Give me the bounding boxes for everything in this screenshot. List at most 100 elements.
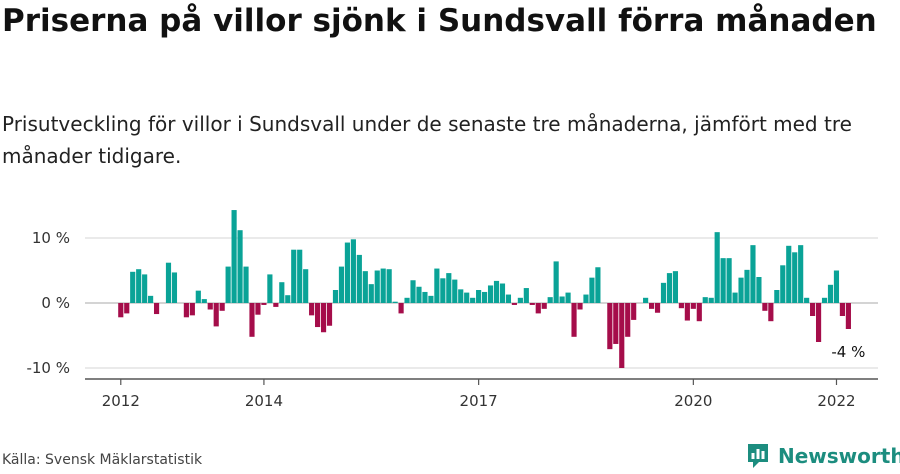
bar xyxy=(559,296,565,303)
bar xyxy=(589,277,595,303)
bar xyxy=(529,303,535,305)
bar xyxy=(476,290,482,303)
bar xyxy=(142,274,148,303)
bar xyxy=(374,270,380,303)
bar xyxy=(136,269,142,303)
bars xyxy=(118,210,851,368)
bar xyxy=(821,297,828,303)
bar xyxy=(792,252,798,303)
bar xyxy=(810,303,816,316)
bar xyxy=(165,262,172,303)
bar xyxy=(607,303,613,350)
bar xyxy=(153,303,160,315)
bar xyxy=(464,292,470,303)
bar xyxy=(565,292,571,303)
bar xyxy=(780,265,786,303)
bar xyxy=(666,273,673,303)
x-axis: 2012 2014 2017 2020 2022 xyxy=(85,378,878,410)
bar xyxy=(535,303,541,314)
x-tick-label: 2012 xyxy=(102,392,140,410)
bar xyxy=(189,303,195,316)
bar xyxy=(255,303,261,315)
bar xyxy=(171,272,178,303)
bar xyxy=(267,274,273,303)
bar xyxy=(625,303,631,337)
bar xyxy=(756,277,762,303)
bar xyxy=(219,303,225,311)
bar xyxy=(696,303,702,322)
bar xyxy=(720,258,726,303)
bar xyxy=(201,299,207,303)
x-tick-label: 2014 xyxy=(245,392,283,410)
bar xyxy=(660,282,667,303)
bar xyxy=(654,303,661,313)
x-tick-label: 2020 xyxy=(674,392,712,410)
bar xyxy=(505,294,512,303)
annotations: -4 % xyxy=(831,343,865,361)
bar xyxy=(487,285,494,303)
bar xyxy=(416,286,422,303)
bar xyxy=(261,303,267,305)
last-value-label: -4 % xyxy=(831,343,865,361)
bar xyxy=(249,303,255,337)
bar xyxy=(619,303,625,368)
bar xyxy=(798,245,804,303)
bar xyxy=(571,303,577,337)
bar xyxy=(380,268,386,303)
bar xyxy=(744,269,750,303)
bar xyxy=(326,303,333,326)
bar xyxy=(732,292,738,303)
bar xyxy=(332,290,339,303)
y-tick-label: -10 % xyxy=(26,359,70,377)
bar xyxy=(446,273,452,303)
bar xyxy=(148,295,154,303)
bar xyxy=(649,303,655,309)
bar xyxy=(303,269,309,303)
brand-logo[interactable]: Newsworthy xyxy=(746,440,900,472)
bar xyxy=(482,291,488,303)
bar xyxy=(768,303,774,322)
bar xyxy=(631,303,637,320)
bar xyxy=(553,261,559,303)
brand-name: Newsworthy xyxy=(778,444,900,468)
x-tick-label: 2022 xyxy=(817,392,855,410)
bar xyxy=(750,245,756,303)
bar xyxy=(422,291,428,303)
bar xyxy=(118,303,124,318)
y-axis-labels: 10 % 0 % -10 % xyxy=(26,229,70,377)
bar xyxy=(678,303,684,309)
bar xyxy=(297,249,303,303)
bar xyxy=(577,303,583,310)
bar xyxy=(541,303,547,309)
bar xyxy=(243,266,249,303)
bar xyxy=(786,245,792,303)
bar xyxy=(595,267,601,303)
bar xyxy=(523,288,529,303)
bar xyxy=(452,279,458,303)
bar xyxy=(207,303,213,310)
bar xyxy=(309,303,315,316)
bar xyxy=(804,297,810,303)
bar xyxy=(231,210,237,303)
bar xyxy=(124,303,130,314)
bar xyxy=(684,303,690,321)
bar xyxy=(350,239,356,303)
bar xyxy=(672,271,679,303)
bar xyxy=(368,284,374,303)
bar xyxy=(225,266,231,303)
bar xyxy=(499,283,506,303)
bar xyxy=(398,303,404,314)
bar xyxy=(434,268,440,303)
bar xyxy=(583,294,589,303)
bar xyxy=(386,269,392,303)
bar xyxy=(470,297,476,303)
bar xyxy=(613,303,619,344)
bar xyxy=(440,278,446,303)
bar xyxy=(517,297,523,303)
bar xyxy=(643,297,649,303)
bar xyxy=(404,297,410,303)
bar xyxy=(392,301,398,303)
bar xyxy=(493,280,500,303)
bar xyxy=(774,290,780,303)
chart-title: Priserna på villor sjönk i Sundsvall för… xyxy=(2,3,877,39)
